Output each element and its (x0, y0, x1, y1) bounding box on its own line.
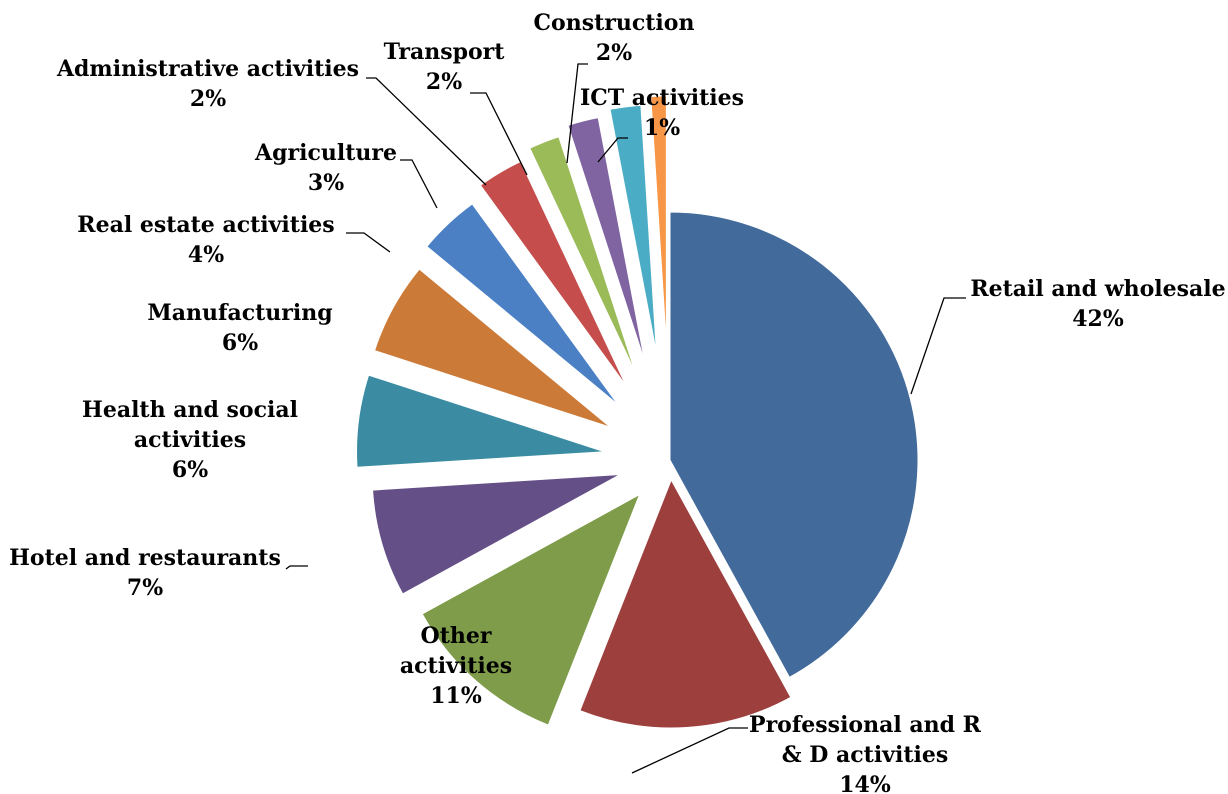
data-label-ict-activities: ICT activities 1% (580, 85, 744, 141)
pie-slice-other-activities (421, 493, 641, 726)
pie-slice-retail-and-wholesale (669, 211, 919, 679)
leader-line-transport (470, 92, 528, 176)
data-label-transport: Transport 2% (384, 39, 506, 95)
leader-line-professional-and-r-and-d-activities (631, 727, 748, 774)
pie-slice-health-and-social-activities (356, 374, 605, 468)
label-leader-lines (285, 63, 966, 774)
leader-line-construction (566, 63, 588, 164)
data-label-hotel-and-restaurants: Hotel and restaurants 7% (9, 545, 281, 601)
pie-slice-professional-and-r-and-d-activities (579, 478, 792, 729)
pie-slice-administrative-activities (529, 136, 636, 373)
data-label-other-activities: Other activities 11% (400, 623, 512, 709)
pie-slice-construction (609, 104, 657, 353)
data-label-construction: Construction 2% (534, 10, 695, 66)
data-label-real-estate-activities: Real estate activities 4% (77, 212, 334, 268)
data-label-health-and-social-activities: Health and social activities 6% (82, 397, 298, 483)
pie-slice-real-estate-activities (426, 203, 619, 405)
leader-line-real-estate-activities (346, 232, 391, 253)
leader-line-retail-and-wholesale (910, 297, 966, 395)
leader-line-administrative-activities (366, 77, 487, 186)
leader-line-ict-activities (597, 137, 628, 163)
pie-slice-hotel-and-restaurants (372, 474, 621, 595)
data-label-administrative-activities: Administrative activities 2% (56, 56, 359, 112)
pie-slice-manufacturing (373, 268, 611, 428)
leader-line-hotel-and-restaurants (285, 565, 308, 570)
data-label-manufacturing: Manufacturing 6% (147, 300, 332, 356)
data-label-retail-and-wholesale: Retail and wholesale 42% (970, 276, 1225, 332)
pie-slice-ict-activities (650, 95, 667, 345)
leader-line-agriculture (400, 159, 438, 209)
data-label-agriculture: Agriculture 3% (254, 140, 397, 196)
data-label-professional-and-r-and-d-activities: Professional and R & D activities 14% (749, 712, 982, 794)
pie-slices (356, 95, 919, 729)
pie-slice-transport (567, 117, 646, 362)
data-labels: Retail and wholesale 42% Professional and … (9, 10, 1226, 794)
